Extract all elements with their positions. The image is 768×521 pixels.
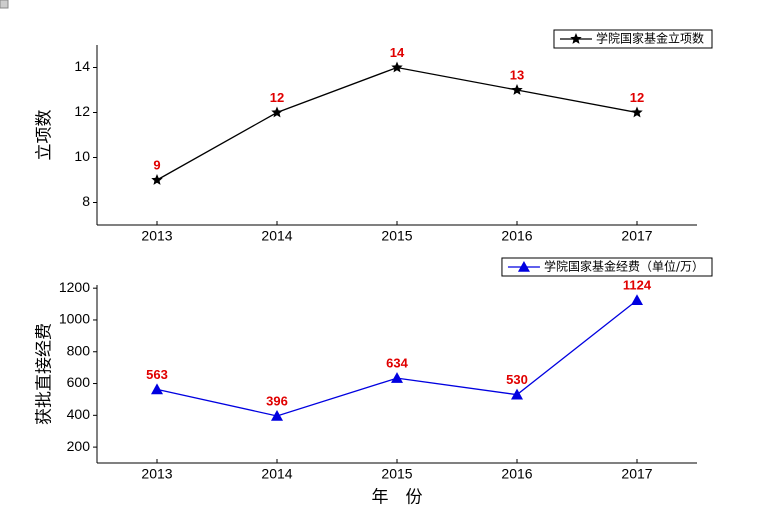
data-point xyxy=(271,106,283,118)
legend-label: 学院国家基金立项数 xyxy=(596,31,704,46)
legend-box xyxy=(553,29,713,49)
x-axis-label: 年 份 xyxy=(372,488,423,508)
x-tick-label: 2013 xyxy=(141,228,172,244)
data-label: 12 xyxy=(270,90,284,105)
legend-box xyxy=(501,257,713,277)
x-tick-label: 2015 xyxy=(381,466,412,482)
x-tick-label: 2016 xyxy=(501,228,532,244)
data-point xyxy=(151,383,163,395)
y-tick-label: 800 xyxy=(67,342,91,358)
y-tick-label: 8 xyxy=(82,193,90,209)
series-line xyxy=(156,66,638,181)
legend-marker xyxy=(570,33,582,44)
data-label: 634 xyxy=(386,356,408,371)
data-label: 14 xyxy=(390,45,405,60)
data-label: 12 xyxy=(630,90,644,105)
y-tick-label: 1200 xyxy=(59,279,90,295)
data-label: 9 xyxy=(153,157,160,172)
x-tick-label: 2014 xyxy=(261,466,292,482)
legend: 学院国家基金立项数 xyxy=(553,29,713,49)
data-label: 1124 xyxy=(623,278,652,293)
data-point xyxy=(631,294,643,306)
window-icon xyxy=(0,0,9,9)
data-point xyxy=(511,388,523,400)
data-point xyxy=(151,174,163,185)
data-point xyxy=(391,372,403,383)
x-tick-label: 2014 xyxy=(261,228,292,244)
data-label: 13 xyxy=(510,67,524,82)
y-tick-label: 1000 xyxy=(59,311,90,327)
y-tick-label: 200 xyxy=(67,438,91,454)
x-tick-label: 2013 xyxy=(141,466,172,482)
x-tick-label: 2017 xyxy=(621,228,652,244)
x-tick-label: 2017 xyxy=(621,466,652,482)
y-tick-label: 600 xyxy=(67,374,91,390)
y-axis-label: 立项数 xyxy=(35,110,55,161)
y-tick-label: 400 xyxy=(67,406,91,422)
data-point xyxy=(391,61,403,73)
y-axis-label: 获批直接经费 xyxy=(35,323,55,425)
data-label: 530 xyxy=(506,372,528,387)
data-point xyxy=(511,84,523,95)
legend-label: 学院国家基金经费（单位/万） xyxy=(544,259,704,274)
data-point xyxy=(271,409,283,421)
y-tick-label: 12 xyxy=(74,103,90,119)
x-tick-label: 2015 xyxy=(381,228,412,244)
x-tick-label: 2016 xyxy=(501,466,532,482)
y-tick-label: 14 xyxy=(74,58,90,74)
data-point xyxy=(631,106,643,118)
y-tick-label: 10 xyxy=(74,148,90,164)
data-label: 396 xyxy=(266,393,288,408)
data-label: 563 xyxy=(146,367,168,382)
legend-marker xyxy=(517,261,530,272)
legend: 学院国家基金经费（单位/万） xyxy=(501,257,713,277)
